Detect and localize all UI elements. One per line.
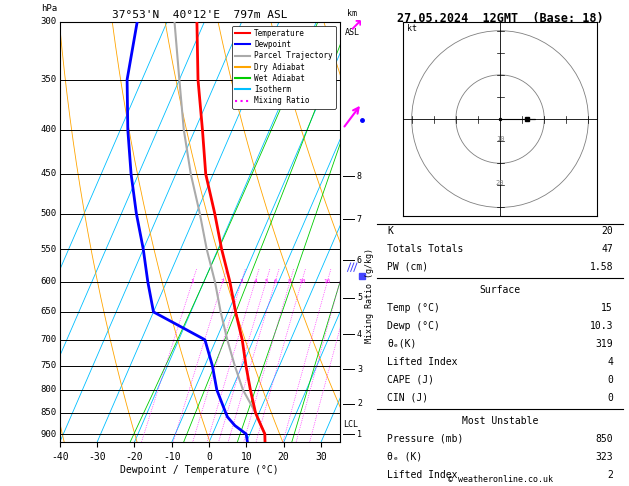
Text: 4: 4 [357, 330, 362, 339]
Text: kt: kt [407, 24, 417, 33]
Text: 3: 3 [357, 364, 362, 374]
Text: 10.3: 10.3 [589, 321, 613, 331]
Text: Most Unstable: Most Unstable [462, 416, 538, 426]
Text: hPa: hPa [41, 4, 57, 14]
Text: ASL: ASL [345, 28, 360, 37]
Text: 8: 8 [357, 172, 362, 181]
Text: 300: 300 [41, 17, 57, 26]
Text: 8: 8 [288, 279, 292, 284]
Text: 2: 2 [221, 279, 225, 284]
Text: ↗: ↗ [349, 17, 363, 35]
Text: Lifted Index: Lifted Index [387, 470, 458, 480]
Text: 27.05.2024  12GMT  (Base: 18): 27.05.2024 12GMT (Base: 18) [397, 12, 603, 25]
Text: 15: 15 [601, 303, 613, 313]
Text: CAPE (J): CAPE (J) [387, 375, 434, 385]
Text: km: km [347, 9, 357, 17]
Text: 5: 5 [264, 279, 268, 284]
Text: Dewp (°C): Dewp (°C) [387, 321, 440, 331]
Text: 550: 550 [41, 245, 57, 254]
Text: 400: 400 [41, 125, 57, 134]
Text: 750: 750 [41, 361, 57, 370]
Text: 20: 20 [496, 180, 504, 186]
Text: 16: 16 [323, 279, 331, 284]
Text: 7: 7 [357, 215, 362, 224]
Text: 4: 4 [253, 279, 257, 284]
Text: 47: 47 [601, 243, 613, 254]
Text: 1: 1 [357, 430, 362, 438]
Text: 900: 900 [41, 430, 57, 438]
Text: θₑ (K): θₑ (K) [387, 452, 423, 462]
Text: 500: 500 [41, 209, 57, 218]
Text: 600: 600 [41, 278, 57, 286]
Legend: Temperature, Dewpoint, Parcel Trajectory, Dry Adiabat, Wet Adiabat, Isotherm, Mi: Temperature, Dewpoint, Parcel Trajectory… [232, 26, 336, 108]
Text: Mixing Ratio (g/kg): Mixing Ratio (g/kg) [365, 248, 374, 343]
Text: 1: 1 [191, 279, 194, 284]
Text: K: K [387, 226, 393, 236]
Text: 3: 3 [240, 279, 243, 284]
X-axis label: Dewpoint / Temperature (°C): Dewpoint / Temperature (°C) [120, 465, 279, 475]
Text: 5: 5 [357, 294, 362, 302]
Text: Lifted Index: Lifted Index [387, 357, 458, 367]
Text: 10: 10 [298, 279, 306, 284]
Text: 2: 2 [607, 470, 613, 480]
Text: 850: 850 [595, 434, 613, 444]
Text: 323: 323 [595, 452, 613, 462]
Text: 20: 20 [601, 226, 613, 236]
Text: PW (cm): PW (cm) [387, 261, 428, 272]
Text: Pressure (mb): Pressure (mb) [387, 434, 464, 444]
Text: 650: 650 [41, 308, 57, 316]
Text: 6: 6 [273, 279, 277, 284]
Text: 700: 700 [41, 335, 57, 344]
Text: 800: 800 [41, 385, 57, 394]
Text: Temp (°C): Temp (°C) [387, 303, 440, 313]
Text: 4: 4 [607, 357, 613, 367]
Text: 350: 350 [41, 75, 57, 84]
Text: 6: 6 [357, 256, 362, 264]
Text: CIN (J): CIN (J) [387, 393, 428, 402]
Title: 37°53'N  40°12'E  797m ASL: 37°53'N 40°12'E 797m ASL [112, 10, 287, 20]
Text: LCL: LCL [343, 420, 358, 429]
Text: 0: 0 [607, 393, 613, 402]
Text: 10: 10 [496, 136, 504, 142]
Text: θₑ(K): θₑ(K) [387, 339, 416, 349]
Text: 450: 450 [41, 170, 57, 178]
Text: 319: 319 [595, 339, 613, 349]
Text: Surface: Surface [479, 285, 521, 295]
Text: 2: 2 [357, 399, 362, 408]
Text: 1.58: 1.58 [589, 261, 613, 272]
Text: © weatheronline.co.uk: © weatheronline.co.uk [448, 474, 552, 484]
Text: 850: 850 [41, 408, 57, 417]
Text: 0: 0 [607, 375, 613, 385]
Text: Totals Totals: Totals Totals [387, 243, 464, 254]
